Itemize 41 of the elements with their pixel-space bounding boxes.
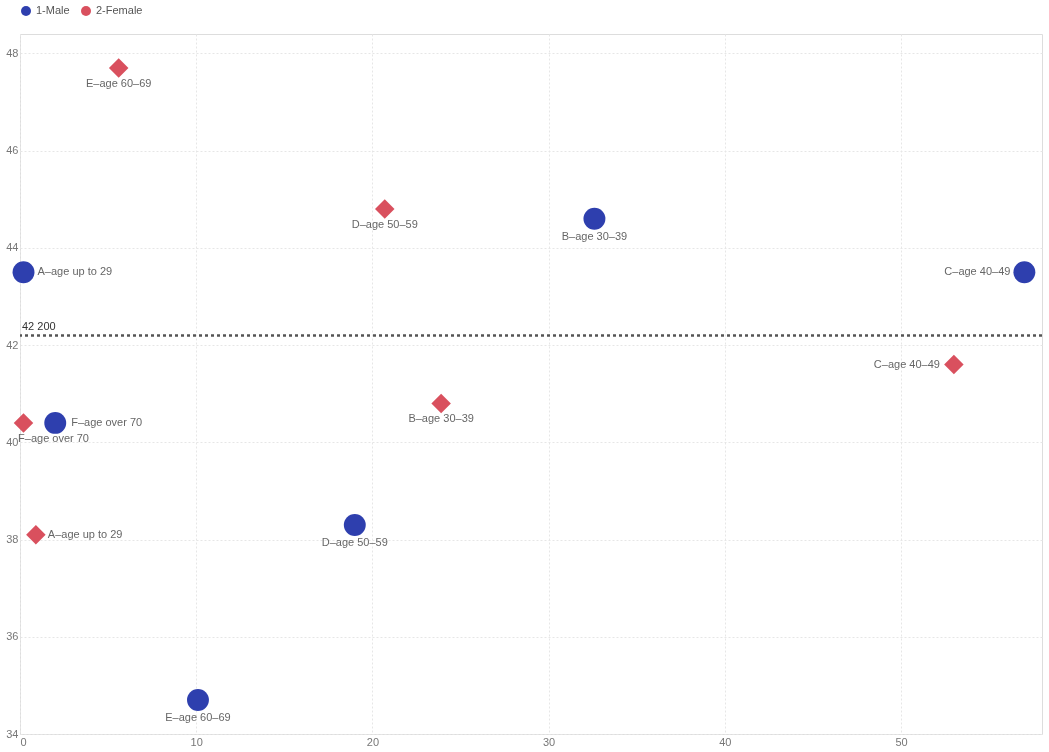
y-tick-label: 46 xyxy=(6,144,19,157)
x-tick-label: 40 xyxy=(719,735,732,748)
y-tick-label: 44 xyxy=(6,241,19,254)
annotation: A–age up to 29 xyxy=(47,527,123,540)
annotation: F–age over 70 xyxy=(71,415,143,428)
x-tick-label: 10 xyxy=(190,735,203,748)
point xyxy=(108,58,129,78)
y-tick-label: 48 xyxy=(6,46,19,59)
annotation: E–age 60–69 xyxy=(165,710,231,723)
point xyxy=(12,261,35,284)
point xyxy=(187,689,209,711)
point xyxy=(583,207,606,230)
point xyxy=(1013,261,1036,284)
point xyxy=(431,393,451,414)
point xyxy=(13,413,34,433)
legend-label: 2-Female xyxy=(96,4,143,16)
ref-line-label: 42 200 xyxy=(22,320,56,333)
y-tick-label: 34 xyxy=(6,727,19,740)
y-tick-label: 40 xyxy=(6,435,19,448)
y-tick-label: 38 xyxy=(6,533,19,546)
x-tick-label: 30 xyxy=(543,735,556,748)
annotation: C–age 40–49 xyxy=(873,357,940,370)
annotation: E–age 60–69 xyxy=(85,77,152,90)
x-tick-label: 50 xyxy=(895,735,908,748)
point xyxy=(26,524,46,545)
point xyxy=(375,199,395,219)
annotation: B–age 30–39 xyxy=(408,412,474,425)
annotation: B–age 30–39 xyxy=(561,229,628,242)
annotation: D–age 50–59 xyxy=(351,218,418,230)
point xyxy=(44,411,67,434)
annotation: D–age 50–59 xyxy=(321,535,388,548)
x-tick-label: 20 xyxy=(366,735,380,748)
annotation: F–age over 70 xyxy=(18,431,89,444)
x-tick-label: 0 xyxy=(20,735,27,748)
legend-label: 1-Male xyxy=(36,4,70,16)
annotation: A–age up to 29 xyxy=(37,265,113,278)
point xyxy=(944,354,964,375)
y-tick-label: 42 xyxy=(6,338,19,351)
annotation: C–age 40–49 xyxy=(944,265,1011,278)
point xyxy=(343,514,366,536)
y-tick-label: 36 xyxy=(6,630,19,643)
